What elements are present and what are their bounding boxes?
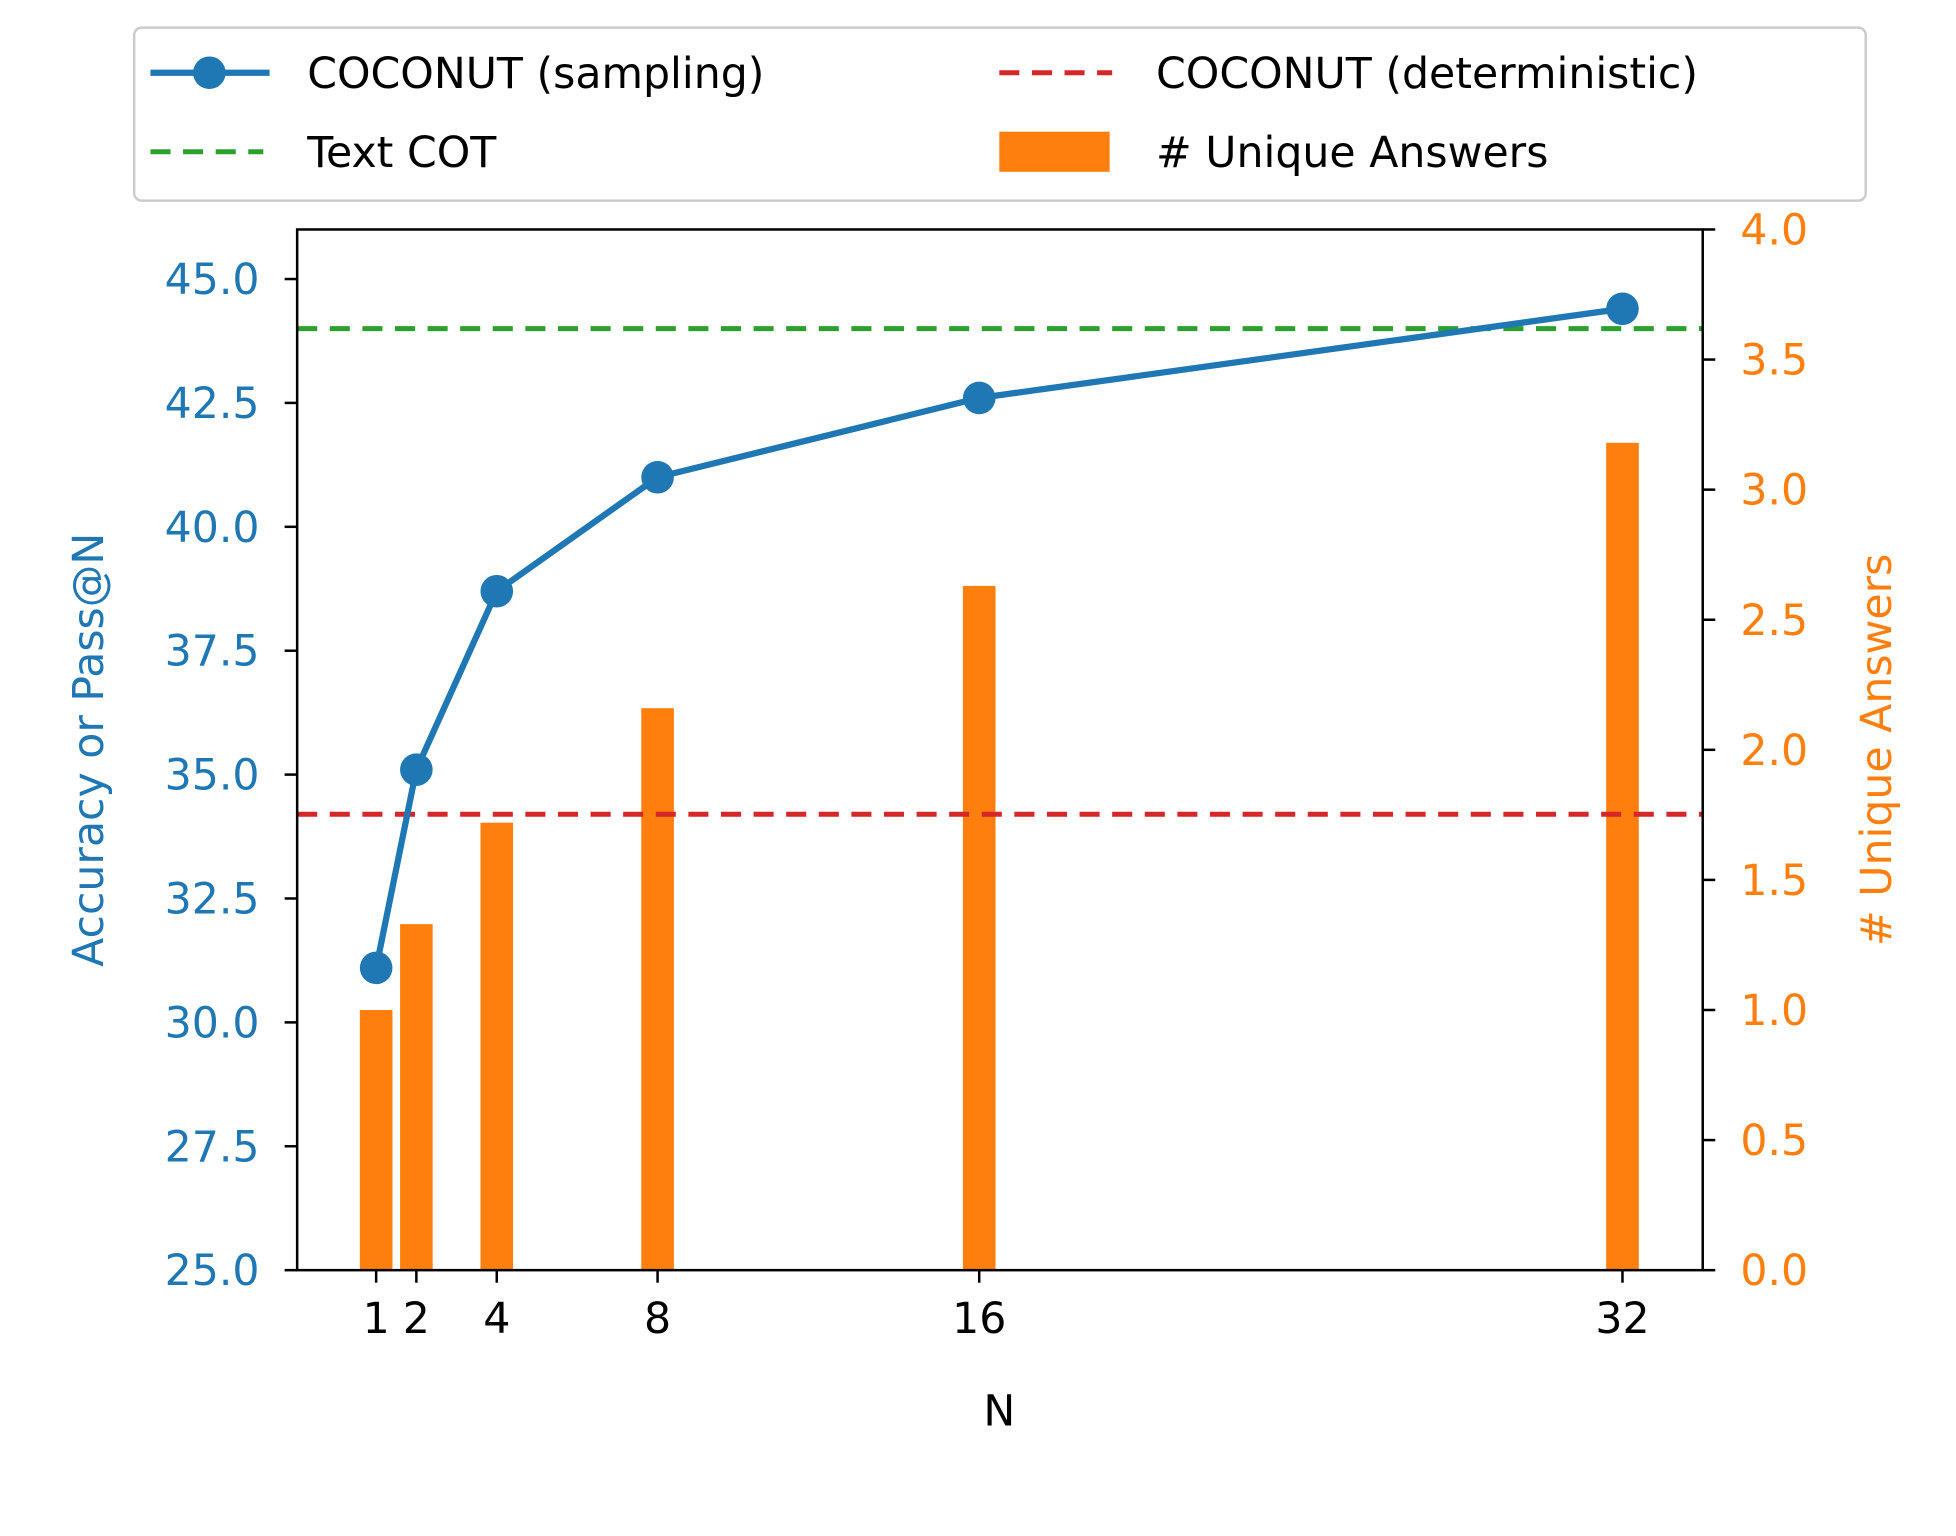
right-tick-label: 0.0: [1740, 1246, 1808, 1296]
x-tick-label: 16: [952, 1294, 1006, 1344]
legend-frame: [132, 26, 1867, 202]
right-tick-label: 1.0: [1740, 986, 1808, 1036]
x-tick-label: 2: [403, 1294, 430, 1344]
bar-unique-answers-2: [400, 924, 433, 1271]
right-tick-label: 0.5: [1740, 1116, 1808, 1166]
bar-unique-answers-32: [1606, 442, 1639, 1271]
right-tick-label: 3.0: [1740, 466, 1808, 516]
left-tick-label: 35.0: [165, 751, 260, 801]
line-coconut-sampling: [373, 305, 1623, 969]
x-axis-label: N: [983, 1387, 1015, 1437]
right-tick-label: 4.0: [1740, 206, 1808, 256]
left-tick-label: 32.5: [165, 875, 260, 925]
point-coconut-sampling-1: [359, 951, 393, 985]
bar-unique-answers-4: [480, 822, 514, 1271]
x-tick-label: 8: [644, 1294, 671, 1344]
point-coconut-sampling-2: [400, 753, 433, 786]
left-tick-label: 25.0: [165, 1246, 260, 1296]
left-tick-label: 30.0: [165, 998, 260, 1048]
legend-label: Text COT: [306, 128, 497, 178]
right-tick-label: 3.5: [1740, 336, 1808, 386]
legend-marker-icon: [193, 56, 226, 90]
point-coconut-sampling-4: [480, 574, 514, 608]
left-tick-label: 27.5: [165, 1122, 260, 1172]
left-tick-label: 40.0: [165, 503, 260, 553]
point-coconut-sampling-32: [1606, 292, 1639, 326]
legend-label: COCONUT (deterministic): [1156, 49, 1698, 99]
left-axis-label: Accuracy or Pass@N: [64, 533, 114, 967]
legend: COCONUT (sampling) COCONUT (deterministic…: [132, 26, 1867, 202]
x-tick-label: 32: [1595, 1294, 1649, 1344]
right-tick-label: 2.0: [1740, 726, 1808, 776]
right-tick-label: 2.5: [1740, 596, 1808, 646]
right-axis-label: # Unique Answers: [1852, 554, 1902, 946]
right-tick-label: 1.5: [1740, 856, 1808, 906]
bar-unique-answers-8: [641, 708, 674, 1271]
point-coconut-sampling-16: [962, 381, 996, 415]
bar-unique-answers-1: [359, 1009, 393, 1271]
left-tick-label: 42.5: [165, 379, 260, 429]
point-coconut-sampling-8: [641, 460, 674, 494]
bar-unique-answers-16: [962, 585, 996, 1271]
left-tick-label: 45.0: [165, 255, 260, 305]
legend-bar-swatch-icon: [999, 131, 1110, 172]
x-tick-label: 4: [483, 1294, 510, 1344]
left-tick-label: 37.5: [165, 627, 260, 677]
legend-label: # Unique Answers: [1156, 128, 1548, 178]
x-tick-label: 1: [363, 1294, 390, 1344]
legend-label: COCONUT (sampling): [307, 49, 764, 99]
